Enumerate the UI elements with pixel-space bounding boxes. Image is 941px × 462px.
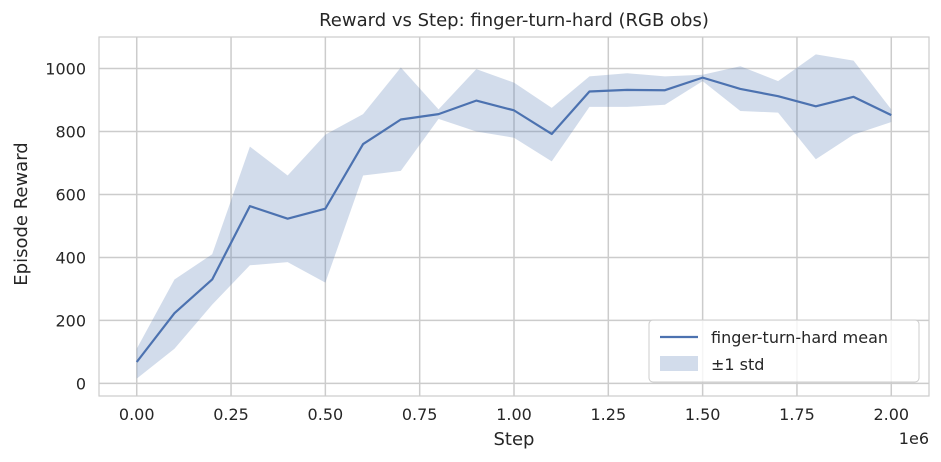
y-tick-label: 600 <box>55 185 86 204</box>
legend: finger-turn-hard mean ±1 std <box>648 319 920 383</box>
x-tick-labels: 0.00 0.25 0.50 0.75 1.00 1.25 1.50 1.75 2.00 <box>119 405 909 424</box>
x-tick-label: 0.25 <box>213 405 249 424</box>
grid-layer <box>99 37 929 396</box>
plot-border <box>98 36 930 397</box>
plot-frame <box>98 36 930 397</box>
x-tick-label: 1.25 <box>591 405 627 424</box>
x-tick-label: 0.75 <box>402 405 438 424</box>
x-axis-title: Step <box>494 429 535 450</box>
x-tick-label: 0.50 <box>308 405 344 424</box>
y-tick-label: 1000 <box>45 59 86 78</box>
chart-title: Reward vs Step: finger-turn-hard (RGB ob… <box>319 10 709 31</box>
y-axis-title: Episode Reward <box>11 142 32 285</box>
x-tick-label: 2.00 <box>873 405 909 424</box>
y-tick-label: 0 <box>76 374 86 393</box>
legend-label-std: ±1 std <box>711 355 764 374</box>
x-tick-label: 1.75 <box>779 405 815 424</box>
y-tick-labels: 0 200 400 600 800 1000 <box>45 59 86 393</box>
mean-series-line <box>135 76 892 363</box>
y-tick-label: 800 <box>55 122 86 141</box>
mean-line-layer <box>135 76 892 363</box>
x-tick-label: 1.00 <box>496 405 532 424</box>
y-tick-label: 400 <box>55 248 86 267</box>
x-tick-label: 1.50 <box>685 405 721 424</box>
std-band <box>136 54 892 379</box>
x-tick-label: 0.00 <box>119 405 155 424</box>
std-band-layer <box>136 54 892 379</box>
legend-label-mean: finger-turn-hard mean <box>711 328 888 347</box>
x-axis-offset-label: 1e6 <box>899 429 929 448</box>
legend-band-swatch <box>660 356 698 371</box>
y-tick-label: 200 <box>55 311 86 330</box>
legend-box <box>648 319 920 383</box>
